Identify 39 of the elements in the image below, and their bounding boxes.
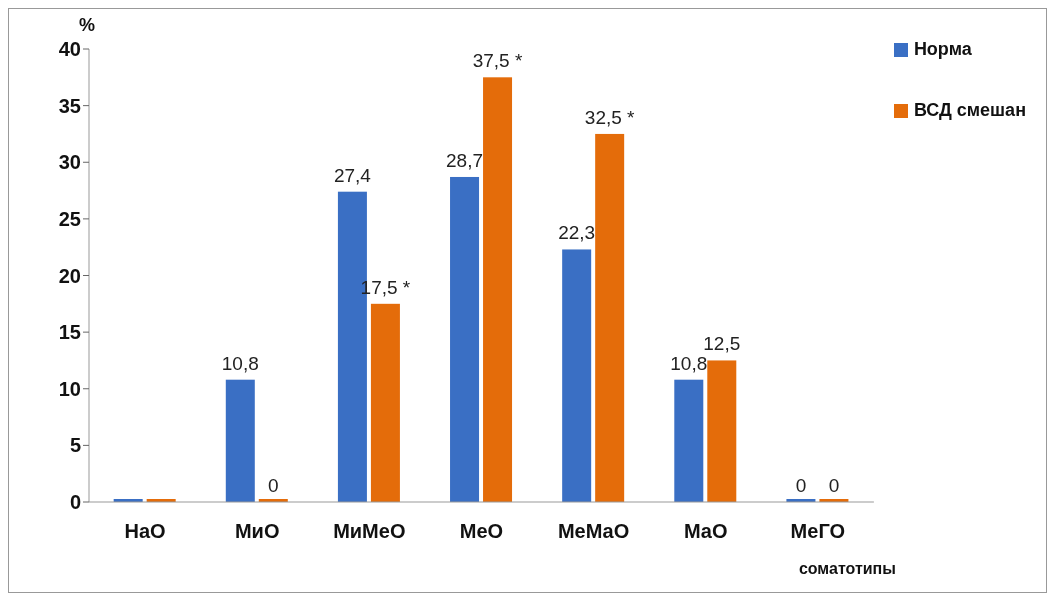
y-tick-label: 10 [58, 377, 81, 400]
x-tick-label: МаО [683, 520, 728, 543]
x-tick-label: МиМеО [333, 520, 406, 543]
y-tick-label: 40 [58, 38, 81, 61]
data-label: 22,3 [558, 222, 596, 244]
data-label: 12,5 [703, 333, 741, 355]
bar [674, 379, 704, 502]
y-tick-label: 35 [58, 94, 81, 117]
x-tick-label: МеГО [790, 520, 846, 543]
data-label: 0 [828, 475, 840, 496]
x-tick-label: МеМаО [557, 520, 630, 543]
data-label: 0 [795, 475, 807, 496]
data-label: 10,8 [670, 352, 708, 374]
bar [562, 249, 592, 502]
y-tick-label: 20 [58, 264, 81, 287]
data-label: 10,8 [221, 352, 259, 374]
y-tick-label: 25 [58, 207, 81, 230]
y-axis-title: % [78, 15, 96, 35]
y-tick-label: 0 [69, 491, 81, 514]
bar [595, 133, 625, 502]
x-tick-label: МеО [459, 520, 504, 543]
bar [225, 379, 255, 502]
data-label: 28,7 [446, 149, 484, 171]
bar [450, 176, 480, 502]
bar [707, 360, 737, 502]
y-tick-label: 5 [69, 434, 81, 457]
y-tick-label: 15 [58, 321, 81, 344]
y-tick-label: 30 [58, 151, 81, 174]
x-tick-label: МиО [234, 520, 280, 543]
data-label: 32,5 * [584, 106, 636, 128]
data-label: 0 [268, 475, 279, 496]
bar [370, 303, 400, 502]
data-label: 37,5 * [472, 50, 523, 72]
legend-label: ВСД смешан [913, 100, 1026, 121]
legend-label: Норма [913, 39, 972, 60]
x-tick-label: НаО [124, 520, 166, 543]
x-axis-title: соматотипы [798, 560, 896, 577]
data-label: 27,4 [333, 164, 372, 186]
bar [483, 77, 513, 502]
